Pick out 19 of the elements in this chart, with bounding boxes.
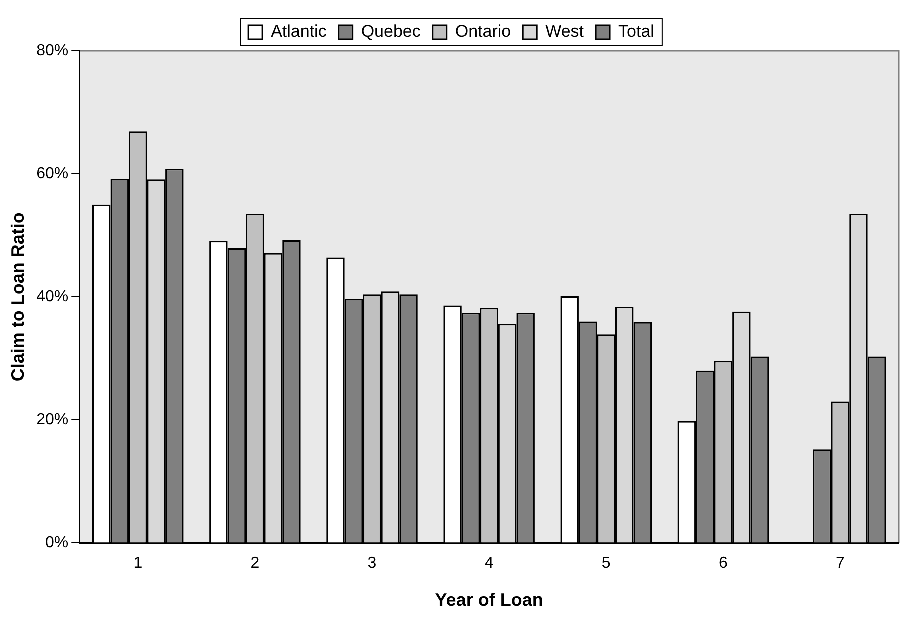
y-axis-title: Claim to Loan Ratio <box>8 212 28 382</box>
legend-label: Atlantic <box>271 22 328 42</box>
legend-label: Ontario <box>455 22 512 42</box>
y-tick-label: 20% <box>36 412 69 429</box>
x-tick-label: 1 <box>134 555 143 572</box>
y-tick-label: 0% <box>46 534 69 552</box>
y-tick-label: 40% <box>36 288 69 306</box>
legend-label: West <box>546 22 584 42</box>
x-tick-label: 4 <box>484 555 494 572</box>
y-tick-label: 80% <box>36 42 69 60</box>
x-axis-title: Year of Loan <box>435 590 544 610</box>
x-tick-label: 5 <box>602 555 611 572</box>
legend-label: Total <box>618 22 654 42</box>
x-tick-label: 7 <box>836 555 846 572</box>
y-tick-label: 60% <box>36 165 69 182</box>
x-tick-label: 3 <box>368 555 377 572</box>
legend-label: Quebec <box>361 22 422 42</box>
x-tick-label: 2 <box>250 555 260 572</box>
x-tick-label: 6 <box>718 555 728 572</box>
